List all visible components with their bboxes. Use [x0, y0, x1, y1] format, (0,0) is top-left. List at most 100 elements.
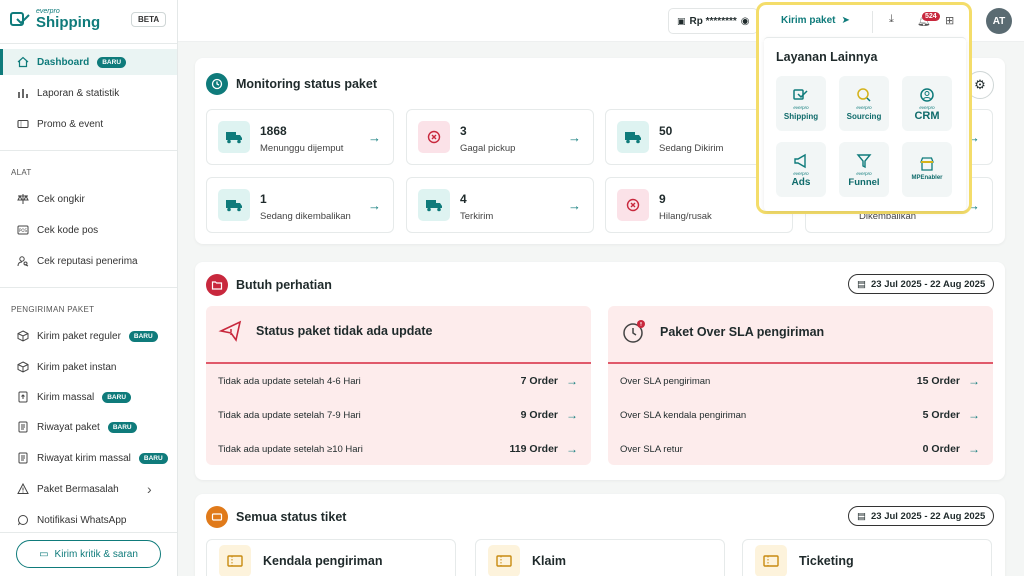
sidebar-item-kirim-reguler[interactable]: Kirim paket reguler BARU	[0, 323, 177, 349]
brand-name: Shipping	[36, 14, 101, 31]
sidebar-item-label: Riwayat kirim massal	[37, 452, 131, 464]
service-shipping[interactable]: everpro Shipping	[776, 76, 826, 131]
calendar-icon: ▤	[857, 278, 866, 290]
megaphone-icon	[794, 153, 806, 168]
arrow-right-icon: →	[368, 198, 381, 213]
row-over-sla-retur[interactable]: Over SLA retur 0 Order →	[620, 439, 980, 459]
document-icon	[18, 452, 28, 464]
balance-value: Rp ********	[689, 15, 737, 27]
arrow-right-icon: →	[968, 408, 980, 422]
stat-number: 3	[460, 124, 467, 138]
row-value: 0 Order	[922, 443, 960, 455]
shipping-logo-icon	[793, 88, 808, 100]
stat-gagal-pickup[interactable]: 3 Gagal pickup →	[406, 109, 594, 165]
truck-icon	[617, 121, 649, 153]
tiket-ticketing[interactable]: Ticketing	[742, 539, 992, 576]
monitoring-title: Monitoring status paket	[206, 73, 377, 95]
chat-icon: ▭	[39, 548, 49, 560]
whatsapp-icon	[18, 515, 28, 526]
divider	[0, 287, 177, 288]
perhatian-title-text: Butuh perhatian	[236, 278, 332, 292]
sidebar-item-dashboard[interactable]: Dashboard BARU	[0, 49, 177, 75]
scale-icon	[17, 194, 29, 204]
eye-icon[interactable]: ◉	[740, 15, 750, 27]
sidebar-item-riwayat-paket[interactable]: Riwayat paket BARU	[0, 414, 177, 440]
date-range-picker[interactable]: ▤ 23 Jul 2025 - 22 Aug 2025	[848, 506, 995, 526]
sidebar: everpro Shipping BETA Dashboard BARU Lap…	[0, 0, 178, 576]
panel-head: Status paket tidak ada update	[218, 318, 432, 344]
sidebar-item-kirim-instan[interactable]: Kirim paket instan	[0, 354, 177, 380]
sidebar-item-kirim-massal[interactable]: Kirim massal BARU	[0, 384, 177, 410]
sidebar-item-label: Kirim paket instan	[37, 361, 117, 373]
arrow-right-icon: →	[568, 130, 581, 145]
sidebar-item-paket-bermasalah[interactable]: Paket Bermasalah ›	[0, 476, 177, 502]
row-over-sla-kendala[interactable]: Over SLA kendala pengiriman 5 Order →	[620, 405, 980, 425]
stat-number: 4	[460, 192, 467, 206]
stat-sedang-dikembalikan[interactable]: 1 Sedang dikembalikan →	[206, 177, 394, 233]
stat-terkirim[interactable]: 4 Terkirim →	[406, 177, 594, 233]
panel-no-update: Status paket tidak ada update Tidak ada …	[206, 306, 591, 465]
funnel-icon	[856, 153, 872, 168]
timer-alert-icon	[623, 320, 645, 343]
service-crm[interactable]: everpro CRM	[902, 76, 952, 131]
tiket-kendala-pengiriman[interactable]: Kendala pengiriman	[206, 539, 456, 576]
box-icon	[17, 330, 29, 342]
feedback-label: Kirim kritik & saran	[54, 548, 138, 560]
sidebar-item-notifikasi-whatsapp[interactable]: Notifikasi WhatsApp	[0, 507, 177, 533]
sidebar-item-promo[interactable]: Promo & event	[0, 111, 177, 137]
service-sourcing[interactable]: everpro Sourcing	[839, 76, 889, 131]
sidebar-item-cek-ongkir[interactable]: Cek ongkir	[0, 186, 177, 212]
kirim-paket-button[interactable]: Kirim paket ➤	[781, 15, 850, 26]
new-badge: BARU	[107, 421, 137, 433]
avatar[interactable]: AT	[986, 8, 1012, 34]
download-icon[interactable]: ⤓	[889, 13, 894, 25]
arrow-right-icon: →	[566, 408, 578, 422]
service-ads[interactable]: everpro Ads	[776, 142, 826, 197]
sourcing-logo-icon	[857, 87, 871, 102]
new-badge: BARU	[138, 452, 168, 464]
stat-number: 1868	[260, 124, 287, 138]
row-10-hari[interactable]: Tidak ada update setelah ≥10 Hari 119 Ord…	[218, 439, 578, 459]
panel-title: Paket Over SLA pengiriman	[660, 325, 825, 339]
document-icon	[18, 421, 28, 433]
wallet-icon: ▣	[677, 15, 686, 26]
ticket-icon	[17, 119, 29, 129]
service-funnel[interactable]: everpro Funnel	[839, 142, 889, 197]
layanan-lainnya-menu: Layanan Lainnya everpro Shipping everpro…	[764, 37, 966, 211]
stat-label: Sedang Dikirim	[659, 143, 724, 154]
service-name: Shipping	[783, 111, 819, 121]
row-over-sla-pengiriman[interactable]: Over SLA pengiriman 15 Order →	[620, 371, 980, 391]
section-pengiriman: PENGIRIMAN PAKET	[11, 305, 95, 314]
sidebar-item-laporan[interactable]: Laporan & statistik	[0, 80, 177, 106]
row-value: 7 Order	[520, 375, 558, 387]
service-small: everpro	[793, 104, 809, 110]
sidebar-item-riwayat-massal[interactable]: Riwayat kirim massal BARU	[0, 445, 177, 471]
balance-display[interactable]: ▣ Rp ******** ◉	[668, 8, 758, 34]
row-4-6-hari[interactable]: Tidak ada update setelah 4-6 Hari 7 Order…	[218, 371, 578, 391]
sidebar-item-label: Notifikasi WhatsApp	[37, 514, 127, 526]
sidebar-item-cek-reputasi[interactable]: Cek reputasi penerima	[0, 248, 177, 274]
row-label: Over SLA retur	[620, 443, 683, 455]
row-label: Over SLA pengiriman	[620, 375, 711, 387]
send-warning-icon	[218, 320, 242, 342]
x-circle-icon	[418, 121, 450, 153]
store-icon	[920, 157, 934, 171]
feedback-button[interactable]: ▭ Kirim kritik & saran	[16, 540, 161, 568]
apps-grid-icon[interactable]: ⊞	[945, 15, 955, 27]
service-small: everpro	[919, 104, 935, 110]
sidebar-item-cek-kode-pos[interactable]: POS Cek kode pos	[0, 217, 177, 243]
date-range-picker[interactable]: ▤ 23 Jul 2025 - 22 Aug 2025	[848, 274, 995, 294]
service-mpenabler[interactable]: MPEnabler	[902, 142, 952, 197]
arrow-right-icon: →	[566, 374, 578, 388]
row-label: Tidak ada update setelah 4-6 Hari	[218, 375, 361, 387]
brand-logo[interactable]: everpro Shipping	[10, 8, 100, 31]
panel-over-sla: Paket Over SLA pengiriman Over SLA pengi…	[608, 306, 993, 465]
calendar-icon: ▤	[857, 510, 866, 522]
row-7-9-hari[interactable]: Tidak ada update setelah 7-9 Hari 9 Order…	[218, 405, 578, 425]
divider	[0, 150, 177, 151]
tiket-klaim[interactable]: Klaim	[475, 539, 725, 576]
warning-icon	[17, 483, 29, 494]
stat-menunggu-dijemput[interactable]: 1868 Menunggu dijemput →	[206, 109, 394, 165]
stat-label: Menunggu dijemput	[260, 143, 344, 154]
row-value: 9 Order	[520, 409, 558, 421]
